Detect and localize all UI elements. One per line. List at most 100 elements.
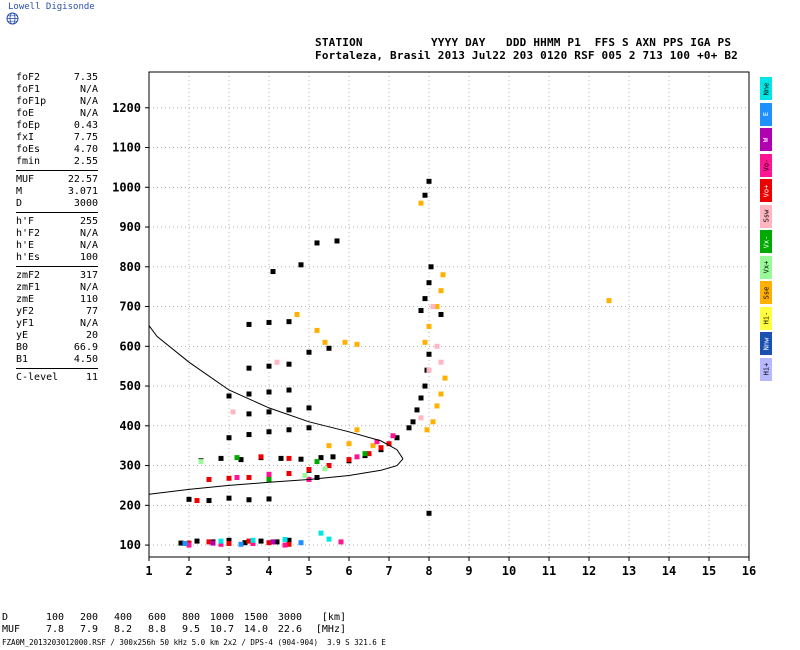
x-tick-label: 7: [385, 564, 392, 578]
param-row: foEs 4.70: [16, 144, 98, 156]
echo-point: [326, 463, 332, 469]
distance-row: D 100 200 400 600 800 1000 1500 3000 [km]: [2, 612, 346, 623]
x-tick-label: 14: [662, 564, 676, 578]
table-cell: 8.8: [147, 624, 166, 635]
echo-point: [266, 389, 272, 395]
echo-point: [326, 345, 332, 351]
param-value: N/A: [79, 84, 98, 95]
legend-swatch: Nnw: [760, 332, 772, 355]
echo-point: [418, 415, 424, 421]
echo-point: [430, 304, 436, 310]
params-separator: [16, 266, 98, 267]
param-value: 7.35: [73, 72, 98, 83]
echo-point: [306, 467, 312, 473]
echo-point: [294, 312, 300, 317]
echo-point: [206, 539, 212, 545]
params-separator: [16, 368, 98, 369]
legend-swatch: Sse: [760, 281, 772, 304]
param-value: 255: [79, 216, 98, 227]
legend-swatch: Ssw: [760, 204, 772, 228]
param-value: N/A: [79, 96, 98, 107]
table-cell: 8.2: [113, 624, 132, 635]
legend-label: W: [762, 137, 770, 142]
param-row: foEp 0.43: [16, 120, 98, 132]
echo-point: [274, 539, 280, 545]
echo-point: [218, 538, 224, 544]
echo-point: [366, 451, 372, 457]
echo-point: [422, 339, 428, 345]
echo-point: [438, 391, 444, 397]
x-tick-label: 13: [622, 564, 636, 578]
param-row: yF1 N/A: [16, 318, 98, 330]
param-value: 3.071: [67, 186, 98, 197]
table-cell: 100: [45, 612, 64, 623]
param-value: 4.50: [73, 354, 98, 365]
y-tick-label: 200: [119, 498, 141, 512]
legend-swatch: W: [760, 128, 772, 151]
param-name: zmE: [16, 294, 35, 305]
echo-point: [426, 280, 432, 286]
echo-point: [428, 264, 434, 270]
echo-point: [210, 540, 216, 546]
echo-point: [250, 540, 256, 546]
scaled-parameters-panel: foF2 7.35 foF1 N/A foF1p N/A foE N/A foEp 0.43 fxI…: [16, 72, 98, 384]
x-tick-label: 11: [542, 564, 556, 578]
y-tick-label: 100: [119, 538, 141, 552]
legend-swatch: Vx+: [760, 255, 772, 279]
param-name: h'F2: [16, 228, 41, 239]
echo-point: [318, 455, 324, 461]
echo-point: [230, 409, 236, 415]
param-row: h'F 255: [16, 216, 98, 228]
echo-point: [426, 510, 432, 516]
x-tick-label: 4: [265, 564, 272, 578]
echo-point: [286, 541, 292, 547]
echo-point: [246, 391, 252, 397]
echo-point: [278, 455, 284, 461]
y-tick-label: 500: [119, 379, 141, 393]
param-name: yF1: [16, 318, 35, 329]
echo-point: [282, 542, 288, 548]
echo-point: [390, 433, 396, 439]
param-name: h'E: [16, 240, 35, 251]
x-tick-label: 3: [225, 564, 232, 578]
echo-point: [242, 540, 248, 546]
legend-swatch: Hi-: [760, 306, 772, 330]
param-row: foF2 7.35: [16, 72, 98, 84]
param-name: foF1p: [16, 96, 47, 107]
x-tick-label: 6: [345, 564, 352, 578]
echo-point: [434, 403, 440, 409]
legend-label: Hi-: [762, 311, 770, 325]
echo-point: [206, 476, 212, 482]
param-row: M 3.071: [16, 186, 98, 198]
echo-point: [246, 538, 252, 544]
echo-point: [246, 411, 252, 417]
echo-point: [238, 541, 244, 547]
legend-swatch: Nne: [760, 77, 772, 100]
param-name: foF2: [16, 72, 41, 83]
table-unit: [km]: [321, 612, 346, 623]
echo-point: [406, 425, 412, 431]
param-name: fxI: [16, 132, 35, 143]
echo-point: [286, 455, 292, 461]
file-info-footer: FZA0M_2013203012000.RSF / 300x256h 50 kH…: [2, 638, 386, 647]
table-cell: 1000: [209, 612, 234, 623]
param-row: h'F2 N/A: [16, 228, 98, 240]
param-value: N/A: [79, 228, 98, 239]
param-name: foE: [16, 108, 35, 119]
param-name: zmF1: [16, 282, 41, 293]
table-cell: 14.0: [243, 624, 268, 635]
echo-point: [206, 498, 212, 504]
echo-point: [354, 454, 360, 460]
param-name: yE: [16, 330, 29, 341]
echo-point: [338, 539, 344, 545]
param-value: N/A: [79, 240, 98, 251]
echo-point: [426, 351, 432, 357]
echo-point: [286, 407, 292, 413]
echo-point: [430, 419, 436, 425]
param-name: h'Es: [16, 252, 41, 263]
echo-point: [258, 454, 264, 460]
echo-point: [182, 540, 188, 546]
echo-point: [246, 474, 252, 480]
echo-point: [370, 443, 376, 449]
echo-point: [178, 540, 184, 546]
